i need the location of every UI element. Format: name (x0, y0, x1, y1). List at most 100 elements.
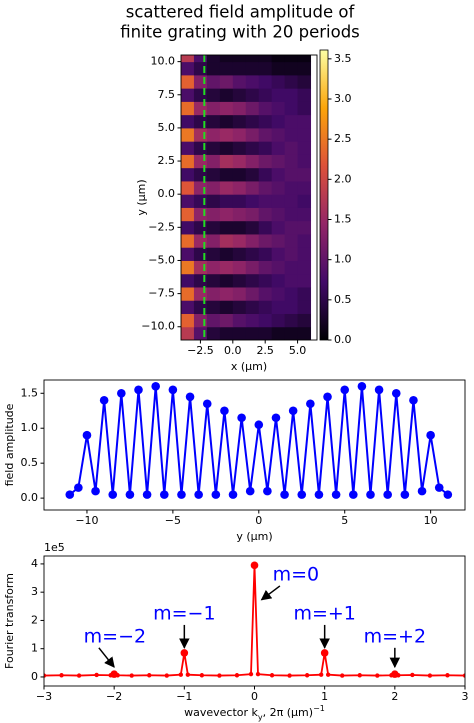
x-tick-label: 10 (424, 514, 438, 527)
data-point (287, 673, 292, 678)
heat-cell (271, 286, 286, 301)
heat-cell (297, 101, 312, 116)
heat-cell (181, 300, 195, 314)
data-point (142, 490, 152, 499)
x-tick-label: 5.0 (289, 344, 307, 357)
heat-cell (232, 207, 247, 222)
data-point (462, 673, 465, 678)
heat-cell (193, 180, 208, 195)
heat-cell (245, 180, 260, 195)
heat-cell (258, 61, 273, 76)
heat-cell (297, 180, 312, 195)
heat-cell (181, 127, 195, 142)
heat-cell (271, 127, 286, 142)
heat-cell (181, 167, 195, 182)
data-point (357, 673, 362, 678)
heat-cell (297, 194, 312, 208)
heat-cell (258, 167, 273, 182)
heat-cell (271, 313, 286, 328)
heat-cell (206, 194, 221, 208)
heat-cell (271, 74, 286, 89)
data-point (248, 671, 254, 677)
heat-cell (206, 127, 221, 142)
data-point (94, 672, 99, 678)
heat-cell (297, 154, 312, 169)
data-point (375, 673, 380, 678)
heat-cell (284, 286, 299, 301)
heat-cell (245, 61, 260, 76)
data-point (323, 392, 332, 402)
heat-cell (232, 88, 247, 102)
heat-cell (232, 154, 247, 169)
heat-cell (219, 326, 234, 340)
heat-cell (181, 88, 195, 102)
data-point (125, 490, 135, 499)
heat-cell (232, 313, 247, 328)
x-tick-label: −10 (75, 514, 98, 527)
title-line: finite grating with 20 periods (120, 23, 360, 42)
heat-cell (193, 220, 208, 235)
y-axis-label: Fourier transform (3, 573, 16, 669)
heat-cell (245, 247, 260, 261)
data-point (391, 388, 401, 398)
y-axis-label: y (μm) (135, 179, 148, 215)
heat-cell (232, 101, 247, 116)
data-point (245, 486, 255, 496)
data-point (297, 490, 307, 499)
heat-cell (245, 88, 260, 102)
heat-cell (245, 326, 260, 340)
heat-cell (181, 247, 195, 261)
heat-cell (206, 61, 221, 76)
data-point (271, 413, 281, 423)
data-point (410, 672, 415, 678)
data-point (185, 392, 195, 402)
heat-cell (297, 220, 312, 235)
heat-cell (271, 55, 286, 63)
x-tick-label: 0 (251, 690, 258, 703)
data-point (151, 381, 160, 391)
y-tick-label: 10.0 (151, 55, 176, 68)
heat-cell (284, 326, 299, 340)
heat-cell (206, 88, 221, 102)
data-point (400, 490, 410, 499)
heat-cell (297, 114, 312, 129)
x-tick-label: 1 (321, 690, 328, 703)
heat-cell (206, 286, 221, 301)
heat-cell (297, 167, 312, 182)
x-axis-label: x (μm) (231, 360, 267, 373)
heat-cell (245, 300, 260, 314)
heat-cell (258, 74, 273, 89)
heat-cell (193, 300, 208, 314)
heat-cell (271, 260, 286, 275)
heat-cell (271, 233, 286, 248)
heat-cell (193, 167, 208, 182)
heat-cell (232, 260, 247, 275)
heat-cell (258, 127, 273, 142)
data-point (44, 673, 47, 678)
heat-cell (232, 167, 247, 182)
heat-cell (271, 61, 286, 76)
heat-cell (245, 55, 260, 63)
heat-cell (258, 141, 273, 155)
x-tick-label: 3 (462, 690, 469, 703)
heat-cell (206, 74, 221, 89)
y-tick-label: −5.0 (148, 253, 175, 266)
heat-cell (232, 194, 247, 208)
data-point (147, 673, 152, 678)
data-point (263, 486, 272, 496)
heat-cell (181, 180, 195, 195)
heat-cell (245, 167, 260, 182)
heat-cell (181, 74, 195, 89)
heat-cell (284, 101, 299, 116)
data-point (340, 385, 350, 395)
heat-cell (284, 61, 299, 76)
y-tick-label: −10.0 (141, 320, 175, 333)
heat-cell (284, 180, 299, 195)
heat-cell (193, 233, 208, 248)
heat-cell (193, 326, 208, 340)
heat-cell (219, 154, 234, 169)
heat-cell (297, 286, 312, 301)
heat-cell (245, 220, 260, 235)
data-point (237, 413, 246, 423)
y-tick-label: 0.5 (21, 456, 39, 469)
